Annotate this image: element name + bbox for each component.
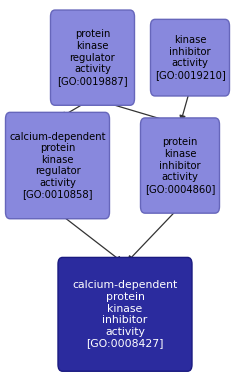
FancyBboxPatch shape	[6, 112, 110, 219]
FancyBboxPatch shape	[150, 19, 230, 96]
Text: calcium-dependent
protein
kinase
regulator
activity
[GO:0010858]: calcium-dependent protein kinase regulat…	[9, 132, 106, 199]
FancyBboxPatch shape	[140, 118, 220, 213]
Text: protein
kinase
inhibitor
activity
[GO:0004860]: protein kinase inhibitor activity [GO:00…	[145, 137, 215, 194]
FancyBboxPatch shape	[58, 257, 192, 371]
Text: calcium-dependent
protein
kinase
inhibitor
activity
[GO:0008427]: calcium-dependent protein kinase inhibit…	[72, 280, 178, 348]
Text: kinase
inhibitor
activity
[GO:0019210]: kinase inhibitor activity [GO:0019210]	[154, 35, 226, 80]
Text: protein
kinase
regulator
activity
[GO:0019887]: protein kinase regulator activity [GO:00…	[57, 29, 128, 86]
FancyBboxPatch shape	[50, 10, 134, 105]
